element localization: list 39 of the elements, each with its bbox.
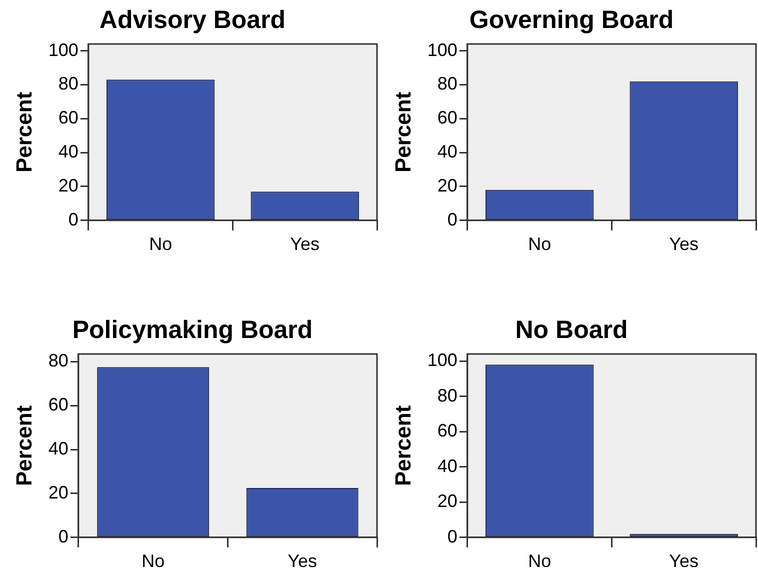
y-tick-label: 60 [58,108,78,128]
chart-title: Advisory Board [99,6,286,34]
chart-title: Policymaking Board [72,316,313,344]
y-tick-label: 60 [437,108,458,128]
y-tick-label: 40 [58,142,78,162]
y-tick-label: 0 [68,209,78,230]
y-tick-label: 80 [58,74,78,94]
y-tick-label: 0 [447,526,458,546]
y-tick-label: 60 [437,420,458,441]
y-axis-title: Percent [11,91,36,173]
y-tick-label: 100 [427,350,458,370]
chart-title: No Board [515,316,628,344]
x-tick-label: No [528,551,552,572]
y-axis-title: Percent [11,404,36,486]
x-tick-label: Yes [288,551,318,572]
y-tick-label: 40 [437,142,458,162]
y-tick-label: 20 [58,175,78,196]
y-tick-label: 40 [437,456,458,476]
x-tick-label: No [149,234,172,254]
y-tick-label: 40 [48,438,68,459]
y-axis-title: Percent [390,91,416,173]
x-tick-label: Yes [669,551,699,572]
y-tick-label: 0 [447,209,458,230]
y-tick-label: 80 [48,350,68,371]
x-tick-label: No [142,551,165,572]
y-tick-label: 60 [48,394,68,415]
y-tick-label: 80 [437,385,458,406]
y-tick-label: 80 [437,74,458,94]
y-tick-label: 20 [437,175,458,196]
x-tick-label: Yes [290,234,320,254]
y-tick-label: 100 [48,40,78,60]
chart-title: Governing Board [469,6,674,34]
y-axis-title: Percent [390,404,416,486]
x-tick-label: No [528,234,552,254]
y-tick-label: 20 [437,491,458,512]
x-tick-label: Yes [669,234,699,254]
y-tick-label: 0 [58,526,68,546]
y-tick-label: 20 [48,482,68,502]
y-tick-label: 100 [427,40,458,60]
